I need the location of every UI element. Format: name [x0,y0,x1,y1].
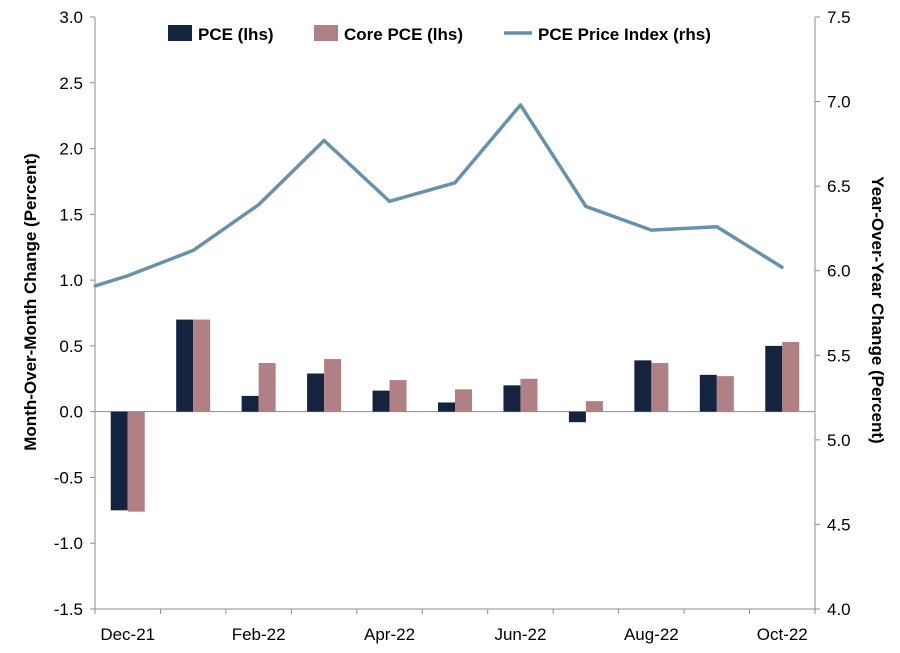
bar-pce [438,402,455,412]
x-tick-label: Feb-22 [232,625,286,644]
price-index-point [257,203,261,207]
x-tick-label: Jun-22 [494,625,546,644]
price-index-point [126,274,130,278]
legend-label-price-index: PCE Price Index (rhs) [538,25,711,44]
price-index-point [191,248,195,252]
bars [110,319,800,512]
bar-pce [503,385,521,412]
bar-core-pce [585,401,603,412]
legend: PCE (lhs) Core PCE (lhs) PCE Price Index… [168,25,711,44]
bar-pce [765,345,783,412]
x-tick-label: Dec-21 [100,625,155,644]
legend-label-core-pce: Core PCE (lhs) [344,25,463,44]
x-axis-ticks: Dec-21 Feb-22 Apr-22 Jun-22 Aug-22 Oct-22 [94,609,816,644]
left-tick-label: 0.5 [59,337,83,356]
price-index-point [388,199,392,203]
left-tick-label: 1.5 [59,205,83,224]
bar-core-pce [127,411,145,512]
price-index-point [780,265,784,269]
bar-core-pce [782,341,800,412]
right-tick-label: 7.0 [827,93,851,112]
left-tick-label: 0.0 [59,403,83,422]
price-index-point [453,181,457,185]
right-tick-label: 5.0 [827,431,851,450]
bar-pce [699,374,717,412]
right-tick-label: 4.5 [827,515,851,534]
left-tick-label: 2.5 [59,74,83,93]
right-axis-title: Year-Over-Year Change (Percent) [868,176,887,443]
price-index-point [93,284,97,288]
right-tick-label: 7.5 [827,8,851,27]
x-tick-label: Apr-22 [364,625,415,644]
plot-area [94,17,816,610]
bar-pce [372,390,390,412]
bar-core-pce [716,376,734,412]
price-index-point [518,103,522,107]
left-axis-title: Month-Over-Month Change (Percent) [21,153,40,451]
left-tick-label: 1.0 [59,271,83,290]
bar-core-pce [651,362,669,412]
bar-core-pce [455,389,472,412]
right-tick-label: 6.0 [827,262,851,281]
x-tick-label: Aug-22 [624,625,679,644]
legend-swatch-core-pce [314,25,338,41]
bar-core-pce [258,362,276,412]
bar-pce [634,360,652,412]
price-index-polyline [94,103,784,288]
bar-pce [307,373,325,412]
x-tick-label: Oct-22 [757,625,808,644]
price-index-point [649,228,653,232]
right-tick-label: 6.5 [827,177,851,196]
left-axis-ticks: 3.0 2.5 2.0 1.5 1.0 0.5 0.0 -0.5 -1.0 -1.5 [54,8,95,619]
left-tick-label: -1.0 [54,534,83,553]
left-tick-label: 3.0 [59,8,83,27]
right-tick-label: 4.0 [827,600,851,619]
left-tick-label: -0.5 [54,468,83,487]
bar-core-pce [520,378,538,412]
bar-pce [568,411,586,423]
price-index-point [322,138,326,142]
bar-core-pce [389,380,407,412]
legend-label-pce: PCE (lhs) [198,25,274,44]
bar-pce [241,395,259,412]
bar-pce [176,319,194,412]
bar-core-pce [324,359,342,412]
bar-core-pce [193,319,211,412]
price-index-line [93,103,784,288]
left-tick-label: -1.5 [54,600,83,619]
price-index-point [715,225,719,229]
right-tick-label: 5.5 [827,346,851,365]
bar-pce [110,411,128,511]
right-axis-ticks: 7.5 7.0 6.5 6.0 5.5 5.0 4.5 4.0 [815,8,851,619]
legend-swatch-pce [168,25,192,41]
price-index-point [584,204,588,208]
left-tick-label: 2.0 [59,140,83,159]
